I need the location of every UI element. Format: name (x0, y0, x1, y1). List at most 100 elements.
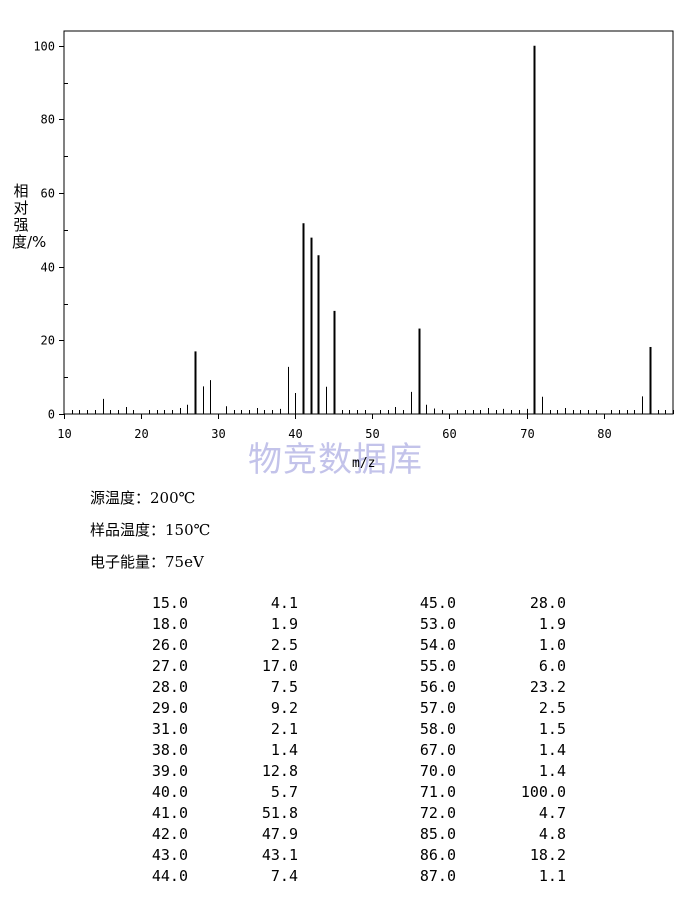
x-tick-label: 30 (211, 427, 225, 441)
x-tick-label: 80 (597, 427, 611, 441)
peak-abundance: 7.5 (270, 678, 298, 696)
peak-mz: 54.0 (419, 636, 456, 654)
peak-abundance: 1.4 (270, 741, 298, 759)
peak-row: 58.0 1.5 (408, 719, 566, 740)
peak-row: 38.0 1.4 (140, 740, 298, 761)
peak-mz: 70.0 (419, 762, 456, 780)
y-tick-label: 40 (41, 261, 55, 275)
peak-mz: 18.0 (151, 615, 188, 633)
y-tick-label: 60 (41, 187, 55, 201)
peak-mz: 44.0 (151, 867, 188, 885)
peak-row: 26.0 2.5 (140, 635, 298, 656)
peak-row: 45.0 28.0 (408, 593, 566, 614)
peak-row: 56.0 23.2 (408, 677, 566, 698)
peak-mz: 29.0 (151, 699, 188, 717)
x-tick-label: 60 (442, 427, 456, 441)
watermark: 物竞数据库 (248, 440, 423, 480)
peak-table-right-column: 45.0 28.0 53.0 1.9 54.0 1.0 55.0 6.0 56.0 23.2 57.… (408, 593, 566, 887)
y-axis-label: 相对强度/% (12, 182, 47, 251)
peak-row: 85.0 4.8 (408, 824, 566, 845)
peak-row: 31.0 2.1 (140, 719, 298, 740)
peak-row: 42.0 47.9 (140, 824, 298, 845)
plot-frame (63, 30, 674, 415)
x-tick-label: 40 (288, 427, 302, 441)
peak-mz: 71.0 (419, 783, 456, 801)
peak-row: 39.0 12.8 (140, 761, 298, 782)
peak-mz: 67.0 (419, 741, 456, 759)
peak-mz: 57.0 (419, 699, 456, 717)
source-temperature: 源温度：200℃ (90, 489, 196, 507)
peak-abundance: 1.1 (538, 867, 566, 885)
electron-energy: 电子能量：75eV (90, 553, 204, 571)
peak-abundance: 1.9 (538, 615, 566, 633)
peak-row: 43.0 43.1 (140, 845, 298, 866)
peak-abundance: 28.0 (529, 594, 566, 612)
peak-mz: 53.0 (419, 615, 456, 633)
peak-row: 27.0 17.0 (140, 656, 298, 677)
peak-abundance: 4.8 (538, 825, 566, 843)
peak-mz: 55.0 (419, 657, 456, 675)
x-axis-label: m/z (352, 456, 376, 471)
peak-row: 18.0 1.9 (140, 614, 298, 635)
peak-abundance: 9.2 (270, 699, 298, 717)
peak-mz: 40.0 (151, 783, 188, 801)
peak-mz: 27.0 (151, 657, 188, 675)
peak-row: 71.0 100.0 (408, 782, 566, 803)
peak-row: 15.0 4.1 (140, 593, 298, 614)
sample-temperature: 样品温度：150℃ (90, 521, 211, 539)
mass-spectrum-chart: 10 20 30 40 50 60 70 80 0 20 40 60 80 100 (33, 30, 674, 441)
peak-row: 29.0 9.2 (140, 698, 298, 719)
peak-row: 40.0 5.7 (140, 782, 298, 803)
peak-abundance: 47.9 (261, 825, 298, 843)
y-tick-label: 100 (33, 40, 55, 54)
peak-row: 54.0 1.0 (408, 635, 566, 656)
peak-mz: 87.0 (419, 867, 456, 885)
peak-abundance: 4.1 (270, 594, 298, 612)
peak-abundance: 6.0 (538, 657, 566, 675)
x-tick-label: 70 (520, 427, 534, 441)
peak-abundance: 7.4 (270, 867, 298, 885)
peak-abundance: 4.7 (538, 804, 566, 822)
peak-abundance: 51.8 (261, 804, 298, 822)
peak-mz: 43.0 (151, 846, 188, 864)
peak-row: 55.0 6.0 (408, 656, 566, 677)
peak-mz: 86.0 (419, 846, 456, 864)
peak-abundance: 43.1 (261, 846, 298, 864)
peak-mz: 15.0 (151, 594, 188, 612)
peak-mz: 45.0 (419, 594, 456, 612)
peak-mz: 42.0 (151, 825, 188, 843)
peak-abundance: 1.9 (270, 615, 298, 633)
peak-abundance: 2.1 (270, 720, 298, 738)
peak-row: 70.0 1.4 (408, 761, 566, 782)
peak-mz: 28.0 (151, 678, 188, 696)
peak-mz: 58.0 (419, 720, 456, 738)
peak-abundance: 17.0 (261, 657, 298, 675)
x-tick-label: 10 (57, 427, 71, 441)
peak-mz: 56.0 (419, 678, 456, 696)
peak-mz: 72.0 (419, 804, 456, 822)
peak-row: 53.0 1.9 (408, 614, 566, 635)
peak-mz: 26.0 (151, 636, 188, 654)
peak-row: 41.0 51.8 (140, 803, 298, 824)
peak-abundance: 18.2 (529, 846, 566, 864)
peak-abundance: 1.0 (538, 636, 566, 654)
peak-abundance: 100.0 (520, 783, 566, 801)
peak-abundance: 5.7 (270, 783, 298, 801)
peak-mz: 85.0 (419, 825, 456, 843)
peak-abundance: 1.5 (538, 720, 566, 738)
peak-row: 28.0 7.5 (140, 677, 298, 698)
peak-table-left-column: 15.0 4.1 18.0 1.9 26.0 2.5 27.0 17.0 28.0 7.5 29.0… (140, 593, 298, 887)
y-tick-label: 0 (48, 408, 55, 422)
peak-mz: 41.0 (151, 804, 188, 822)
peak-row: 57.0 2.5 (408, 698, 566, 719)
peak-row: 67.0 1.4 (408, 740, 566, 761)
peak-abundance: 23.2 (529, 678, 566, 696)
peak-abundance: 1.4 (538, 741, 566, 759)
peak-mz: 39.0 (151, 762, 188, 780)
x-tick-label: 20 (134, 427, 148, 441)
peak-row: 44.0 7.4 (140, 866, 298, 887)
peak-mz: 31.0 (151, 720, 188, 738)
peak-row: 87.0 1.1 (408, 866, 566, 887)
y-tick-label: 80 (41, 113, 55, 127)
peak-abundance: 2.5 (538, 699, 566, 717)
